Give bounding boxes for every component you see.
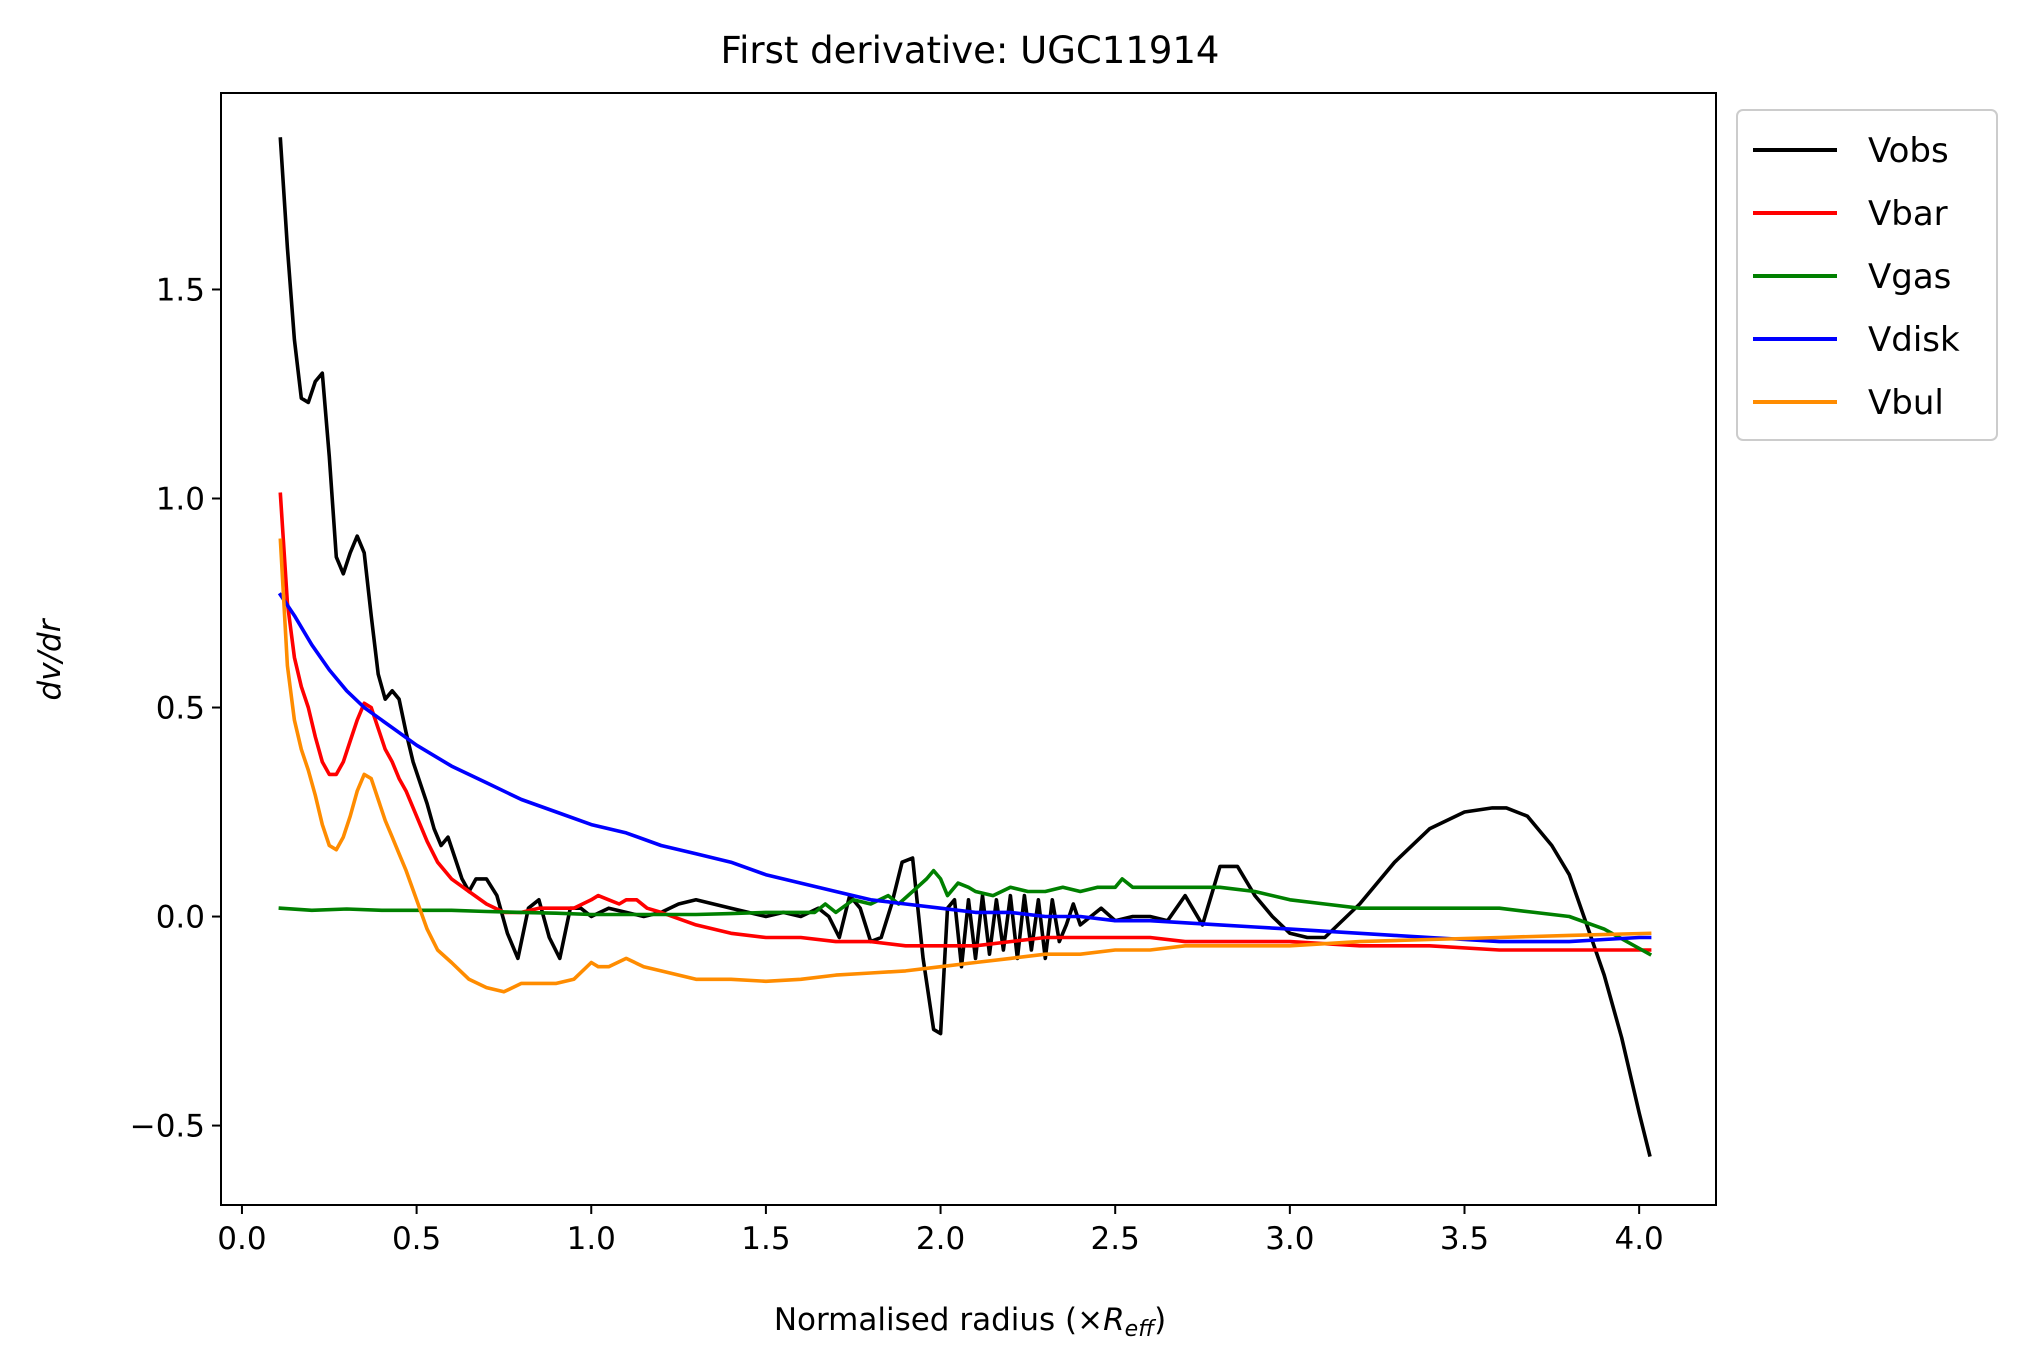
plot-area	[277, 137, 1653, 1157]
y-tick-label: 1.5	[156, 272, 205, 308]
series-line-vgas	[278, 868, 1653, 957]
x-axis-label: Normalised radius (×Reff)	[774, 1302, 1166, 1342]
x-tick-label: 2.0	[916, 1221, 965, 1257]
y-tick-label: 0.5	[156, 691, 205, 727]
axes-frame	[220, 92, 1717, 1206]
x-tick-label: 4.0	[1614, 1221, 1663, 1257]
x-tick-label: 1.5	[741, 1221, 790, 1257]
legend-box	[1736, 109, 1998, 441]
x-tick-label: 3.0	[1265, 1221, 1314, 1257]
x-axis-label-suffix: )	[1154, 1302, 1166, 1338]
series-line-vbar	[278, 492, 1652, 952]
series-line-vdisk	[277, 592, 1652, 944]
x-axis-label-sub: eff	[1125, 1317, 1157, 1342]
x-axis-label-prefix: Normalised radius (×	[774, 1302, 1103, 1338]
x-axis-label-var: R	[1103, 1302, 1125, 1338]
legend-label-vbar: Vbar	[1868, 194, 1948, 234]
legend-label-vgas: Vgas	[1868, 257, 1951, 297]
x-tick-label: 0.5	[392, 1221, 441, 1257]
axes: 0.0 0.5 1.0 1.5 2.0 2.5 3.0 3.5 4.0 −0.5 0.0 0.5 1.0…	[130, 92, 1717, 1257]
legend: Vobs Vbar Vgas Vdisk Vbul	[1736, 109, 1998, 441]
x-tick-label: 3.5	[1440, 1221, 1489, 1257]
x-tick-label: 0.0	[217, 1221, 266, 1257]
legend-label-vobs: Vobs	[1868, 131, 1949, 171]
series-line-vobs	[278, 137, 1652, 1157]
y-tick-label: −0.5	[130, 1109, 205, 1145]
y-axis-label: dv/dr	[32, 617, 68, 700]
x-tick-label: 2.5	[1091, 1221, 1140, 1257]
legend-label-vdisk: Vdisk	[1868, 320, 1960, 360]
x-tick-label: 1.0	[567, 1221, 616, 1257]
y-tick-label: 1.0	[156, 482, 205, 518]
y-tick-label: 0.0	[156, 900, 205, 936]
series-line-vbul	[278, 538, 1652, 994]
series-lines	[277, 137, 1653, 1157]
chart-title: First derivative: UGC11914	[721, 29, 1220, 72]
legend-label-vbul: Vbul	[1868, 383, 1944, 423]
